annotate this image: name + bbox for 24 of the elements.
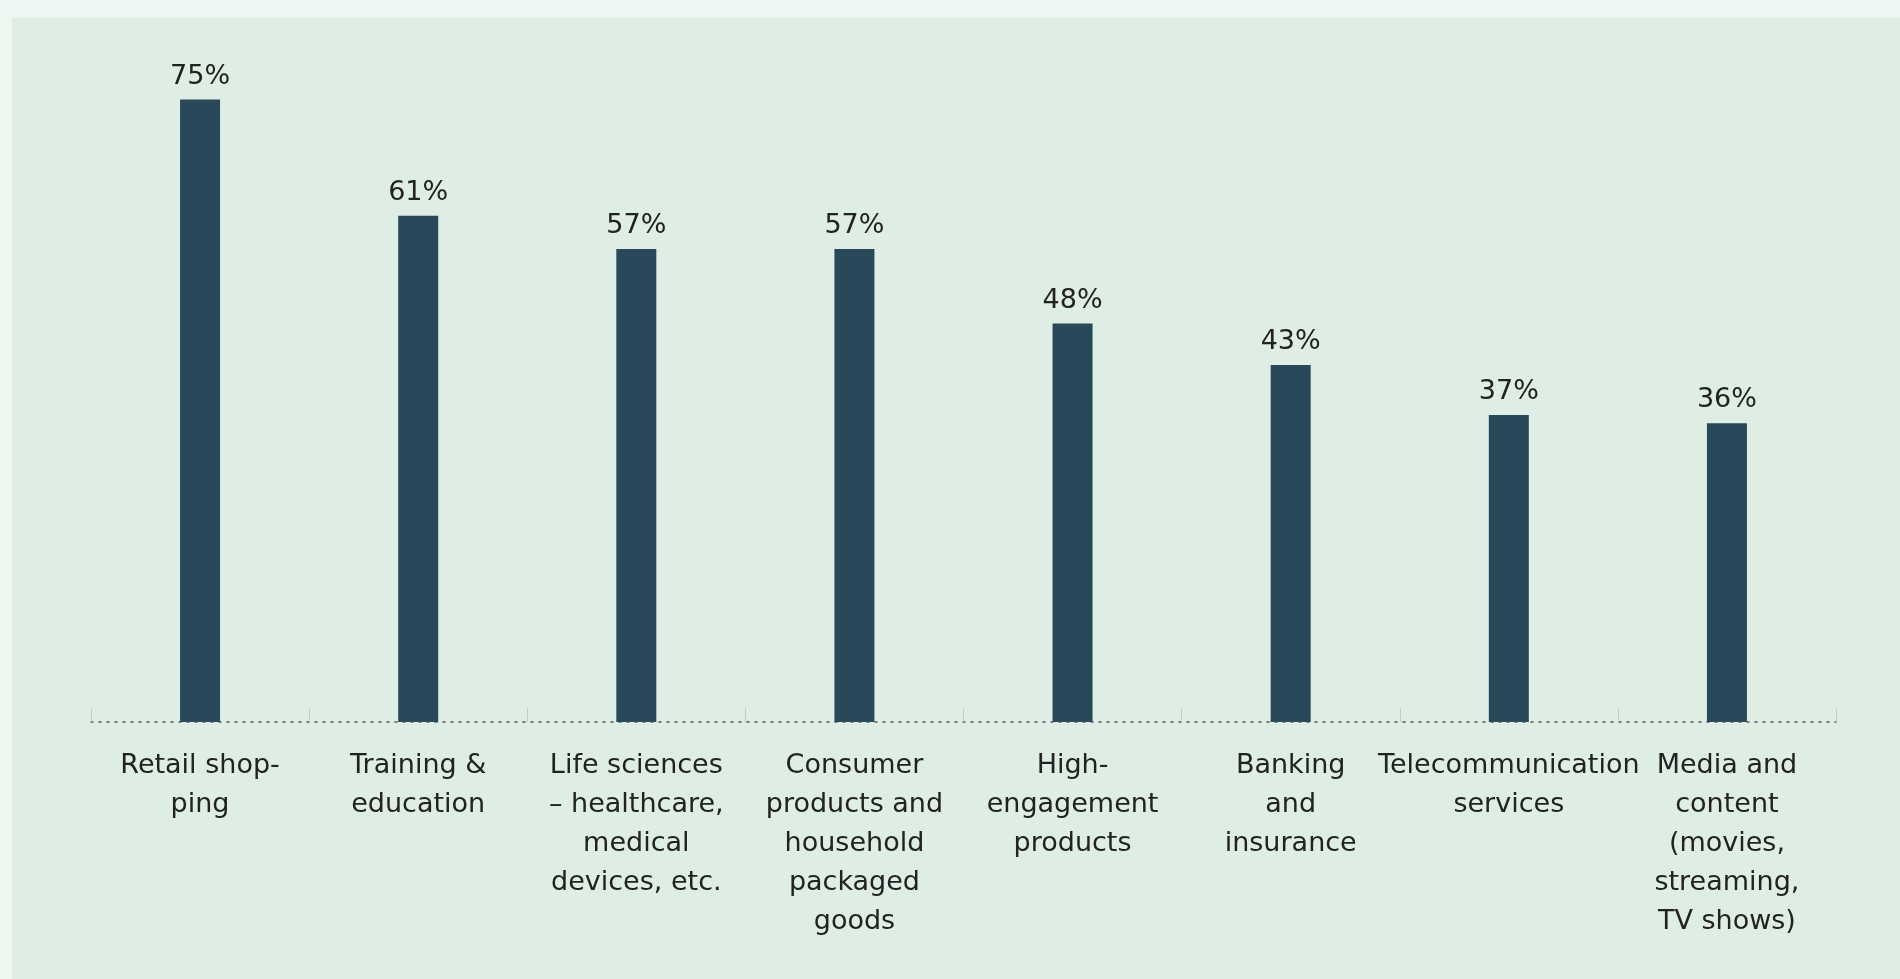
x-tick-label: Consumer products and household packaged goods xyxy=(765,748,944,935)
data-label: 57% xyxy=(824,207,885,239)
data-label: 37% xyxy=(1478,373,1539,405)
bar xyxy=(616,248,657,722)
data-label: 75% xyxy=(170,58,231,90)
data-label: 61% xyxy=(388,174,449,206)
bar xyxy=(834,248,875,722)
bar xyxy=(1052,323,1093,722)
bar xyxy=(1488,414,1529,722)
x-tick-label: Retail shop- ping xyxy=(120,748,280,818)
x-tick-label: Media and content (movies, streaming, TV shows) xyxy=(1654,748,1800,935)
bar xyxy=(180,99,221,722)
x-tick-label: Banking and insurance xyxy=(1224,748,1357,857)
data-label: 36% xyxy=(1696,382,1757,414)
x-tick-label: High- engagement products xyxy=(986,748,1159,857)
bar xyxy=(1706,423,1747,722)
data-label: 57% xyxy=(606,207,667,239)
data-label: 43% xyxy=(1260,324,1321,356)
x-tick-label: Telecommunication services xyxy=(1377,748,1640,818)
x-tick-label: Life sciences – healthcare, medical devices, etc. xyxy=(548,748,724,896)
x-tick-label: Training & education xyxy=(349,748,487,818)
data-label: 48% xyxy=(1042,282,1103,314)
bar xyxy=(1270,365,1311,722)
bar xyxy=(398,215,439,722)
